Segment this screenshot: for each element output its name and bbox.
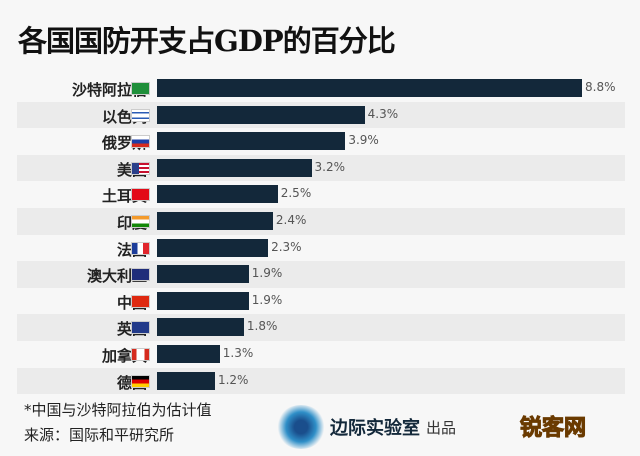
bar bbox=[157, 291, 249, 310]
bar bbox=[157, 132, 346, 151]
france-flag-icon bbox=[131, 241, 150, 255]
russia-flag-icon bbox=[131, 135, 150, 149]
watermark: 锐客网 bbox=[519, 416, 587, 442]
germany-flag-icon bbox=[131, 374, 150, 388]
logo-dots-icon bbox=[276, 405, 326, 449]
value-label: 1.9% bbox=[251, 292, 283, 307]
category-label: 沙特阿拉伯 bbox=[71, 81, 147, 99]
bar bbox=[157, 79, 582, 97]
bar-row: 沙特阿拉伯 8.8% bbox=[17, 75, 625, 102]
israel-flag-icon bbox=[131, 108, 150, 122]
china-flag-icon bbox=[131, 294, 150, 308]
estimate-note: *中国与沙特阿拉伯为估计值 bbox=[24, 401, 212, 419]
india-flag-icon bbox=[131, 215, 150, 228]
bar bbox=[157, 265, 249, 284]
value-label: 1.2% bbox=[217, 372, 249, 387]
bar bbox=[157, 212, 273, 230]
bar bbox=[157, 345, 220, 363]
chart-title: 各国国防开支占GDP的百分比 bbox=[18, 24, 396, 58]
bar-row: 以色列 4.3% bbox=[17, 101, 625, 129]
uk-flag-icon bbox=[131, 321, 150, 335]
logo-sub: 出品 bbox=[426, 418, 457, 437]
value-label: 3.2% bbox=[314, 159, 346, 174]
value-label: 2.5% bbox=[280, 186, 312, 201]
bar bbox=[157, 238, 269, 257]
bar bbox=[157, 185, 278, 204]
value-label: 2.3% bbox=[271, 239, 302, 254]
bar bbox=[157, 105, 365, 124]
value-label: 1.8% bbox=[246, 319, 278, 334]
bar bbox=[157, 371, 215, 390]
bar bbox=[157, 158, 312, 177]
bar-row: 德国 1.2% bbox=[17, 367, 625, 395]
australia-flag-icon bbox=[131, 268, 150, 282]
bar-row: 法国 2.3% bbox=[17, 235, 625, 262]
bar-row: 印度 2.4% bbox=[17, 208, 625, 235]
value-label: 4.3% bbox=[367, 106, 399, 121]
value-label: 3.9% bbox=[348, 133, 379, 148]
bar bbox=[157, 318, 244, 337]
bar-row: 澳大利亚 1.9% bbox=[17, 261, 625, 288]
bar-row: 英国 1.8% bbox=[17, 314, 625, 341]
value-label: 1.3% bbox=[222, 346, 254, 360]
value-label: 1.9% bbox=[251, 266, 283, 281]
bar-row: 土耳其 2.5% bbox=[17, 181, 625, 208]
publisher-logo: 边际实验室 出品 bbox=[276, 405, 456, 449]
logo-name: 边际实验室 bbox=[330, 418, 420, 439]
footnote: *中国与沙特阿拉伯为估计值 来源：国际和平研究所 bbox=[24, 398, 212, 448]
bar-row: 美国 3.2% bbox=[17, 154, 625, 182]
bar-row: 中国 1.9% bbox=[17, 288, 625, 315]
canada-flag-icon bbox=[131, 348, 150, 361]
source-note: 来源：国际和平研究所 bbox=[24, 426, 175, 444]
saudi-flag-icon bbox=[131, 82, 150, 95]
value-label: 8.8% bbox=[585, 80, 616, 94]
turkey-flag-icon bbox=[131, 188, 150, 202]
bar-row: 加拿大 1.3% bbox=[17, 341, 625, 368]
value-label: 2.4% bbox=[275, 213, 307, 227]
usa-flag-icon bbox=[131, 161, 150, 175]
bar-row: 俄罗斯 3.9% bbox=[17, 128, 625, 155]
